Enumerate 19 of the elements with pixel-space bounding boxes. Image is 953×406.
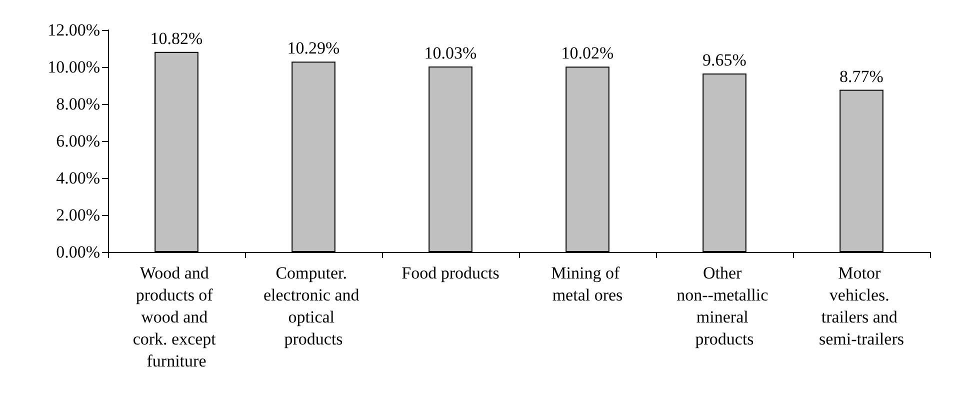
x-tick-label: Food products	[402, 264, 500, 282]
x-tick-label: Computer. electronic and optical products	[263, 264, 364, 348]
y-tick-label: 0.00%	[56, 242, 100, 262]
x-tick-label: Other non--metallic mineral products	[676, 264, 772, 348]
y-tick-label: 10.00%	[48, 58, 100, 76]
data-label: 10.29%	[287, 38, 340, 58]
y-tick-label: 4.00%	[56, 168, 100, 188]
data-label: 8.77%	[840, 66, 884, 86]
x-tick-label: Mining of metal ores	[551, 264, 624, 304]
y-tick-label: 12.00%	[48, 20, 100, 40]
x-tick-label: Motor vehicles. trailers and semi-trailers	[819, 264, 904, 348]
data-label: 10.82%	[150, 28, 203, 48]
data-label: 10.02%	[561, 44, 614, 63]
y-tick-label: 2.00%	[56, 206, 100, 224]
data-label: 9.65%	[702, 50, 746, 70]
data-label: 10.03%	[424, 43, 477, 62]
y-tick-label: 6.00%	[56, 132, 100, 150]
y-tick-label: 8.00%	[56, 94, 100, 114]
x-tick-label: Wood and products of wood and cork. except furniture	[132, 264, 220, 370]
